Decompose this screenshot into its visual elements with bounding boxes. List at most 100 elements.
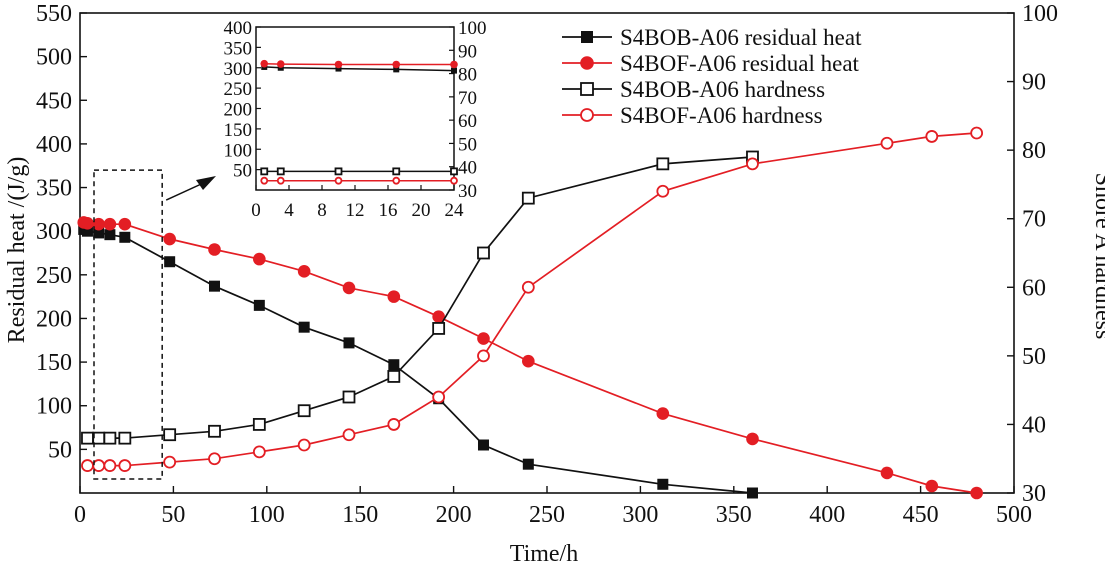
data-point <box>297 265 311 278</box>
data-point <box>387 418 401 431</box>
x-axis-title: Time/h <box>510 541 578 567</box>
legend-label: S4BOB-A06 residual heat <box>620 25 862 50</box>
inset-data-point <box>334 167 343 176</box>
data-point <box>388 359 400 371</box>
data-point <box>432 310 445 324</box>
inset-y-tick-label: 50 <box>233 161 252 182</box>
x-tick-label: 450 <box>903 502 939 528</box>
data-point <box>297 438 311 452</box>
inset-data-point <box>276 60 285 68</box>
data-point <box>925 130 939 143</box>
inset-x-tick-label: 20 <box>412 200 431 221</box>
data-point <box>81 225 93 237</box>
data-point <box>81 431 94 445</box>
data-point <box>163 455 177 469</box>
series-line <box>83 228 753 494</box>
inset-y-tick-label: 400 <box>224 18 253 39</box>
inset-y2-tick-label: 90 <box>458 41 477 62</box>
data-point <box>880 466 894 480</box>
data-point <box>925 479 939 493</box>
legend-marker <box>581 31 593 43</box>
legend-label: S4BOB-A06 hardness <box>620 77 825 102</box>
inset-data-point <box>450 176 458 185</box>
x-tick-label: 50 <box>161 502 185 528</box>
data-point <box>521 280 535 294</box>
data-point <box>477 439 489 451</box>
y2-tick-label: 40 <box>1022 412 1046 438</box>
y-tick-label: 400 <box>36 132 72 158</box>
data-point <box>432 322 446 335</box>
data-point <box>656 157 670 171</box>
data-point <box>252 445 266 459</box>
inset-data-point <box>276 167 285 176</box>
y-tick-label: 100 <box>36 394 72 420</box>
main-plot: 0 50 100 150 200 250 300 350 400 450 5005010015020… <box>36 1 1058 528</box>
y-tick-label: 300 <box>36 219 72 245</box>
y2-axis-title: Shore A hardness <box>1090 173 1105 340</box>
y-tick-label: 150 <box>36 350 72 376</box>
data-point <box>118 217 132 231</box>
inset-data-point <box>276 176 285 185</box>
y-tick-label: 500 <box>36 45 72 71</box>
plot-frame <box>79 12 1015 494</box>
data-point <box>657 478 669 490</box>
inset-data-point <box>260 167 269 176</box>
data-point <box>118 459 132 472</box>
data-point <box>81 217 94 230</box>
y2-tick-label: 100 <box>1022 1 1058 27</box>
inset-y-tick-label: 350 <box>224 38 253 59</box>
x-tick-label: 100 <box>249 502 285 528</box>
inset-data-point <box>451 67 457 74</box>
inset-x-tick-label: 12 <box>346 200 365 221</box>
inset-data-point <box>392 176 401 185</box>
data-point <box>104 229 116 241</box>
data-point <box>93 227 105 239</box>
data-point <box>92 431 106 445</box>
series-s4bob-a06-residual-heat <box>78 223 758 499</box>
data-point <box>103 217 117 231</box>
data-point <box>970 486 983 500</box>
y-tick-label: 250 <box>36 263 72 289</box>
data-point <box>208 280 220 292</box>
data-point <box>164 256 176 268</box>
inset-y2-tick-label: 80 <box>458 65 477 86</box>
data-point <box>297 404 311 418</box>
data-point <box>208 452 221 466</box>
y-tick-label: 550 <box>36 1 72 27</box>
legend-label: S4BOF-A06 residual heat <box>620 51 860 76</box>
inset-data-point <box>334 60 343 69</box>
data-point <box>342 281 356 295</box>
inset-data-point <box>335 65 342 72</box>
inset-series-s4bof-a06-residual-heat <box>260 59 458 69</box>
data-point <box>522 354 535 368</box>
y-tick-label: 350 <box>36 176 72 202</box>
x-tick-label: 300 <box>622 502 658 528</box>
y2-tick-label: 30 <box>1022 481 1046 507</box>
inset-y2-tick-label: 60 <box>458 111 477 132</box>
series-s4bob-a06-hardness <box>81 150 759 445</box>
y2-tick-label: 60 <box>1022 275 1046 301</box>
y2-tick-label: 50 <box>1022 344 1046 370</box>
data-point <box>208 243 221 256</box>
y2-tick-label: 90 <box>1022 70 1046 96</box>
x-tick-label: 400 <box>809 502 845 528</box>
inset-data-point <box>450 167 458 176</box>
inset-data-point <box>393 66 400 73</box>
inset-series-line <box>264 62 454 66</box>
inset-data-point <box>334 176 343 185</box>
data-point <box>342 428 356 442</box>
inset-data-point <box>392 60 401 69</box>
data-point <box>253 252 266 266</box>
data-point <box>342 390 356 404</box>
inset-x-tick-label: 8 <box>317 200 327 221</box>
data-point <box>477 332 490 345</box>
data-point <box>92 459 106 472</box>
inset-data-point <box>392 167 401 176</box>
x-tick-label: 0 <box>74 502 86 528</box>
x-tick-label: 350 <box>716 502 752 528</box>
x-tick-label: 150 <box>342 502 378 528</box>
data-point <box>432 390 446 404</box>
data-point <box>81 459 94 472</box>
